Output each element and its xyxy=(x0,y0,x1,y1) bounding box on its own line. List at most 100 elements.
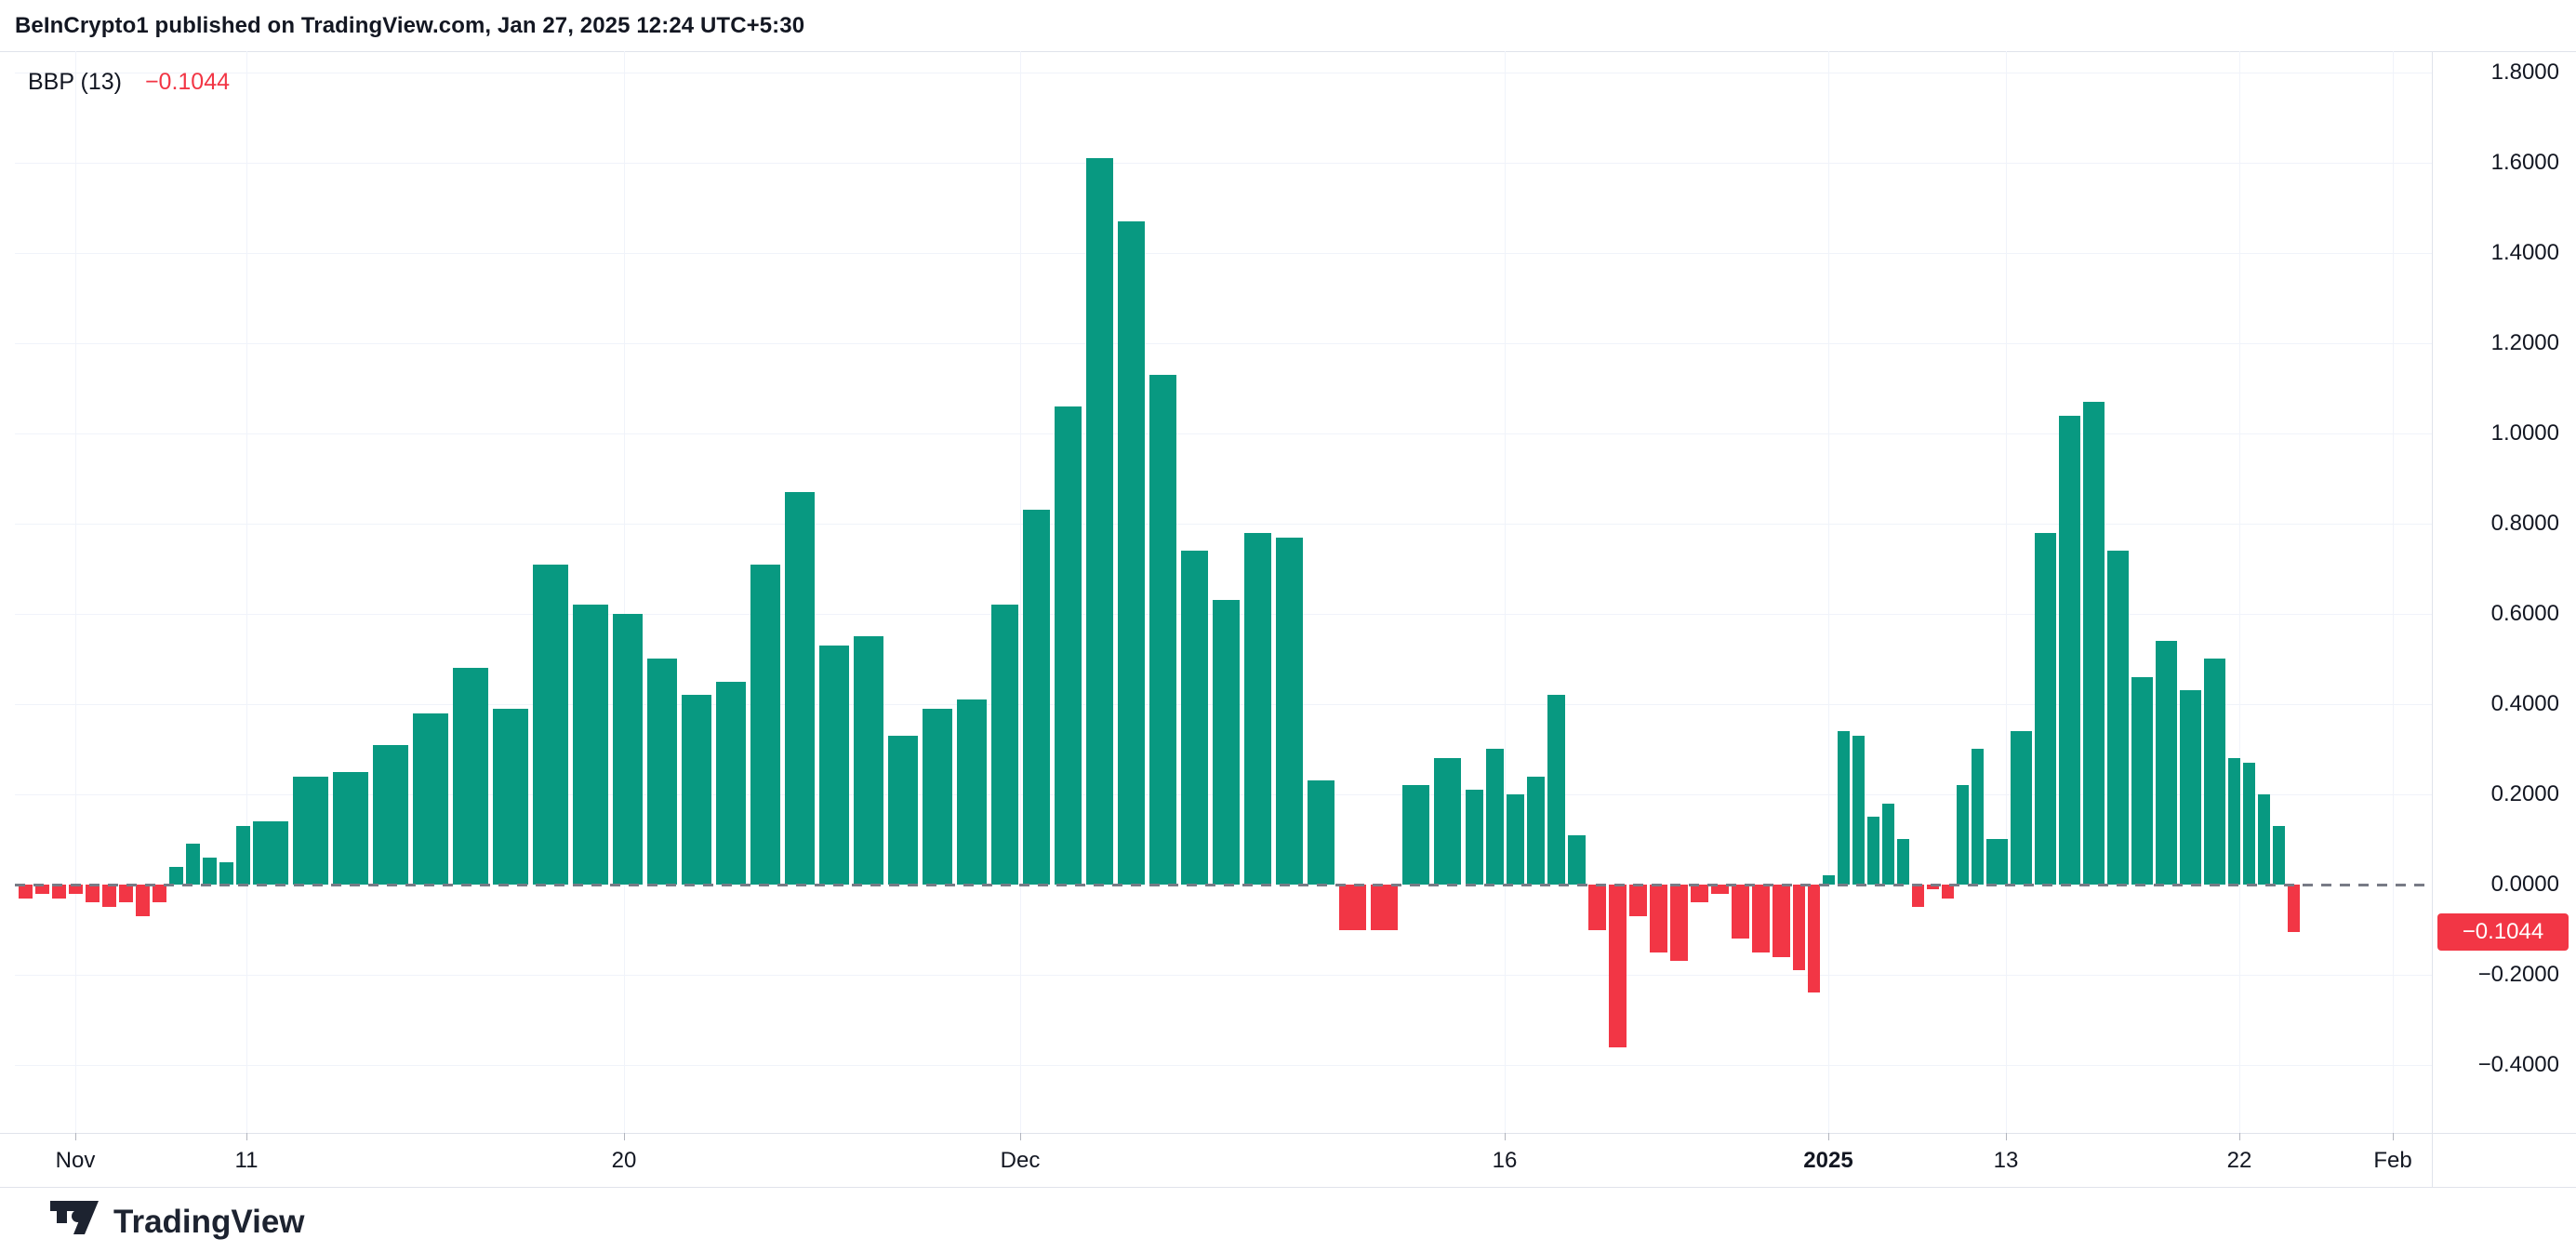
bbp-bar xyxy=(1276,538,1303,885)
chart-bottom-border xyxy=(0,1133,2576,1134)
bbp-bar xyxy=(119,885,133,902)
bbp-bar xyxy=(2011,731,2032,885)
bbp-bar xyxy=(1986,839,2008,885)
bbp-bar xyxy=(613,614,643,885)
bbp-bar xyxy=(2273,826,2285,885)
bbp-bar xyxy=(52,885,66,899)
bbp-bar xyxy=(750,565,780,885)
price-axis-divider xyxy=(2432,51,2433,1187)
bbp-bar xyxy=(2131,677,2153,885)
gridline-v xyxy=(2393,51,2394,1133)
bbp-bar xyxy=(19,885,33,899)
bbp-bar xyxy=(1371,885,1398,930)
gridline-v xyxy=(2006,51,2007,1133)
y-tick-label: 1.8000 xyxy=(2490,60,2559,85)
gridline-h xyxy=(15,253,2432,254)
x-tick-label: Nov xyxy=(55,1148,96,1173)
gridline-v xyxy=(624,51,625,1133)
time-tick-stub xyxy=(624,1133,625,1140)
time-tick-stub xyxy=(1828,1133,1829,1140)
x-tick-label: 13 xyxy=(1993,1148,2019,1173)
y-tick-label: 0.2000 xyxy=(2490,781,2559,806)
bbp-bar xyxy=(1912,885,1924,907)
bbp-bar xyxy=(716,682,746,885)
bbp-bar xyxy=(1609,885,1627,1047)
tradingview-logo-icon xyxy=(50,1201,99,1234)
bbp-bar xyxy=(2258,794,2270,885)
bbp-bar xyxy=(647,659,677,885)
time-tick-stub xyxy=(1020,1133,1021,1140)
bbp-bar xyxy=(1118,221,1145,885)
bbp-bar xyxy=(1650,885,1667,952)
bbp-bar xyxy=(253,821,288,885)
time-tick-stub xyxy=(2006,1133,2007,1140)
x-tick-label: 16 xyxy=(1492,1148,1518,1173)
bbp-bar xyxy=(1588,885,1606,930)
bbp-bar xyxy=(1244,533,1271,885)
bbp-bar xyxy=(1547,695,1565,885)
bbp-bar xyxy=(1838,731,1850,885)
bbp-bar xyxy=(573,605,608,885)
y-tick-label: 0.6000 xyxy=(2490,601,2559,626)
y-tick-label: 1.0000 xyxy=(2490,420,2559,446)
bbp-bar xyxy=(1055,406,1082,885)
bbp-bar xyxy=(1023,510,1050,885)
bbp-bar xyxy=(1773,885,1790,957)
bbp-bar xyxy=(682,695,711,885)
gridline-h xyxy=(15,343,2432,344)
y-tick-label: 0.0000 xyxy=(2490,872,2559,897)
bbp-bar xyxy=(1808,885,1820,992)
bbp-bar xyxy=(413,713,448,885)
bbp-bar xyxy=(493,709,528,885)
bbp-bar xyxy=(293,777,328,885)
bbp-bar xyxy=(785,492,815,885)
gridline-h xyxy=(15,1065,2432,1066)
gridline-v xyxy=(1828,51,1829,1133)
bbp-bar xyxy=(1149,375,1176,885)
bbp-bar xyxy=(1691,885,1708,902)
gridline-v xyxy=(2239,51,2240,1133)
bbp-bar xyxy=(1308,780,1334,885)
tradingview-brand[interactable]: TradingView xyxy=(50,1200,305,1245)
bbp-bar xyxy=(957,699,987,885)
zero-line xyxy=(15,884,2432,886)
bbp-bar xyxy=(854,636,883,885)
bbp-bar xyxy=(1181,551,1208,885)
bbp-bar xyxy=(1882,804,1894,885)
bbp-bar xyxy=(169,867,183,885)
bbp-bar xyxy=(2180,690,2201,885)
bbp-bar xyxy=(1629,885,1647,916)
bbp-bar xyxy=(153,885,166,902)
brand-name: TradingView xyxy=(113,1204,305,1240)
gridline-v xyxy=(1505,51,1506,1133)
gridline-v xyxy=(246,51,247,1133)
bbp-bar xyxy=(533,565,568,885)
bbp-bar xyxy=(1752,885,1770,952)
bbp-bar xyxy=(1339,885,1366,930)
bbp-bar xyxy=(1402,785,1429,885)
bbp-bar xyxy=(186,844,200,885)
y-tick-label: −0.2000 xyxy=(2477,962,2559,987)
bbp-bar xyxy=(219,862,233,885)
bbp-bar xyxy=(1897,839,1909,885)
time-tick-stub xyxy=(75,1133,76,1140)
bbp-bar xyxy=(1434,758,1461,885)
indicator-legend[interactable]: BBP (13) −0.1044 xyxy=(28,67,230,97)
bbp-bar xyxy=(373,745,408,885)
bbp-bar xyxy=(2243,763,2255,885)
bbp-bar xyxy=(1852,736,1865,885)
y-tick-label: 1.4000 xyxy=(2490,240,2559,265)
bbp-bar xyxy=(2204,659,2225,885)
axis-bottom-border xyxy=(0,1187,2576,1188)
bbp-bar xyxy=(1972,749,1984,885)
y-tick-label: 0.4000 xyxy=(2490,691,2559,716)
gridline-v xyxy=(1020,51,1021,1133)
bbp-bar xyxy=(1527,777,1545,885)
bbp-bar xyxy=(1823,875,1835,885)
gridline-h xyxy=(15,433,2432,434)
gridline-h xyxy=(15,524,2432,525)
bbp-bar xyxy=(102,885,116,907)
y-tick-label: 1.2000 xyxy=(2490,330,2559,355)
bbp-bar xyxy=(1466,790,1483,885)
